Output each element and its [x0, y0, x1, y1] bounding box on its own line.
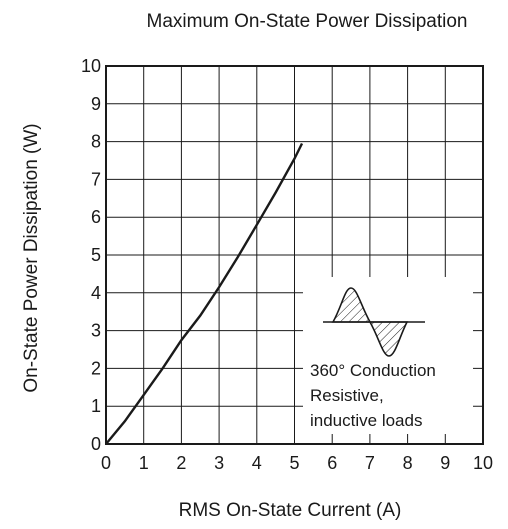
annotation-line-2: Resistive, — [310, 386, 384, 405]
x-tick-label-10: 10 — [473, 453, 493, 473]
y-tick-label-5: 5 — [91, 245, 101, 265]
plot-frame — [105, 65, 484, 445]
y-tick-label-0: 0 — [91, 434, 101, 454]
x-axis-label: RMS On-State Current (A) — [179, 500, 402, 521]
y-tick-label-7: 7 — [91, 169, 101, 189]
y-tick-label-8: 8 — [91, 132, 101, 152]
annotation-line-1: 360° Conduction — [310, 361, 436, 380]
x-tick-label-0: 0 — [101, 453, 111, 473]
x-tick-label-8: 8 — [403, 453, 413, 473]
y-tick-label-10: 10 — [81, 56, 101, 76]
y-tick-label-1: 1 — [91, 396, 101, 416]
y-tick-label-4: 4 — [91, 283, 101, 303]
x-tick-label-9: 9 — [440, 453, 450, 473]
x-tick-labels: 0 1 2 3 4 5 6 7 8 9 10 — [101, 453, 493, 473]
x-tick-label-2: 2 — [176, 453, 186, 473]
x-tick-label-1: 1 — [139, 453, 149, 473]
y-tick-label-9: 9 — [91, 94, 101, 114]
x-tick-label-6: 6 — [327, 453, 337, 473]
series-line — [105, 142, 304, 445]
y-tick-label-6: 6 — [91, 207, 101, 227]
x-tick-label-4: 4 — [252, 453, 262, 473]
x-tick-label-3: 3 — [214, 453, 224, 473]
sine-wave-conduction-icon — [323, 287, 425, 357]
x-tick-label-5: 5 — [289, 453, 299, 473]
chart-title: Maximum On-State Power Dissipation — [147, 11, 468, 32]
annotation-line-3: inductive loads — [310, 411, 422, 430]
y-tick-labels: 0 1 2 3 4 5 6 7 8 9 10 — [81, 56, 101, 454]
x-tick-label-7: 7 — [365, 453, 375, 473]
y-tick-label-2: 2 — [91, 358, 101, 378]
y-tick-label-3: 3 — [91, 321, 101, 341]
y-axis-label: On-State Power Dissipation (W) — [21, 123, 42, 392]
